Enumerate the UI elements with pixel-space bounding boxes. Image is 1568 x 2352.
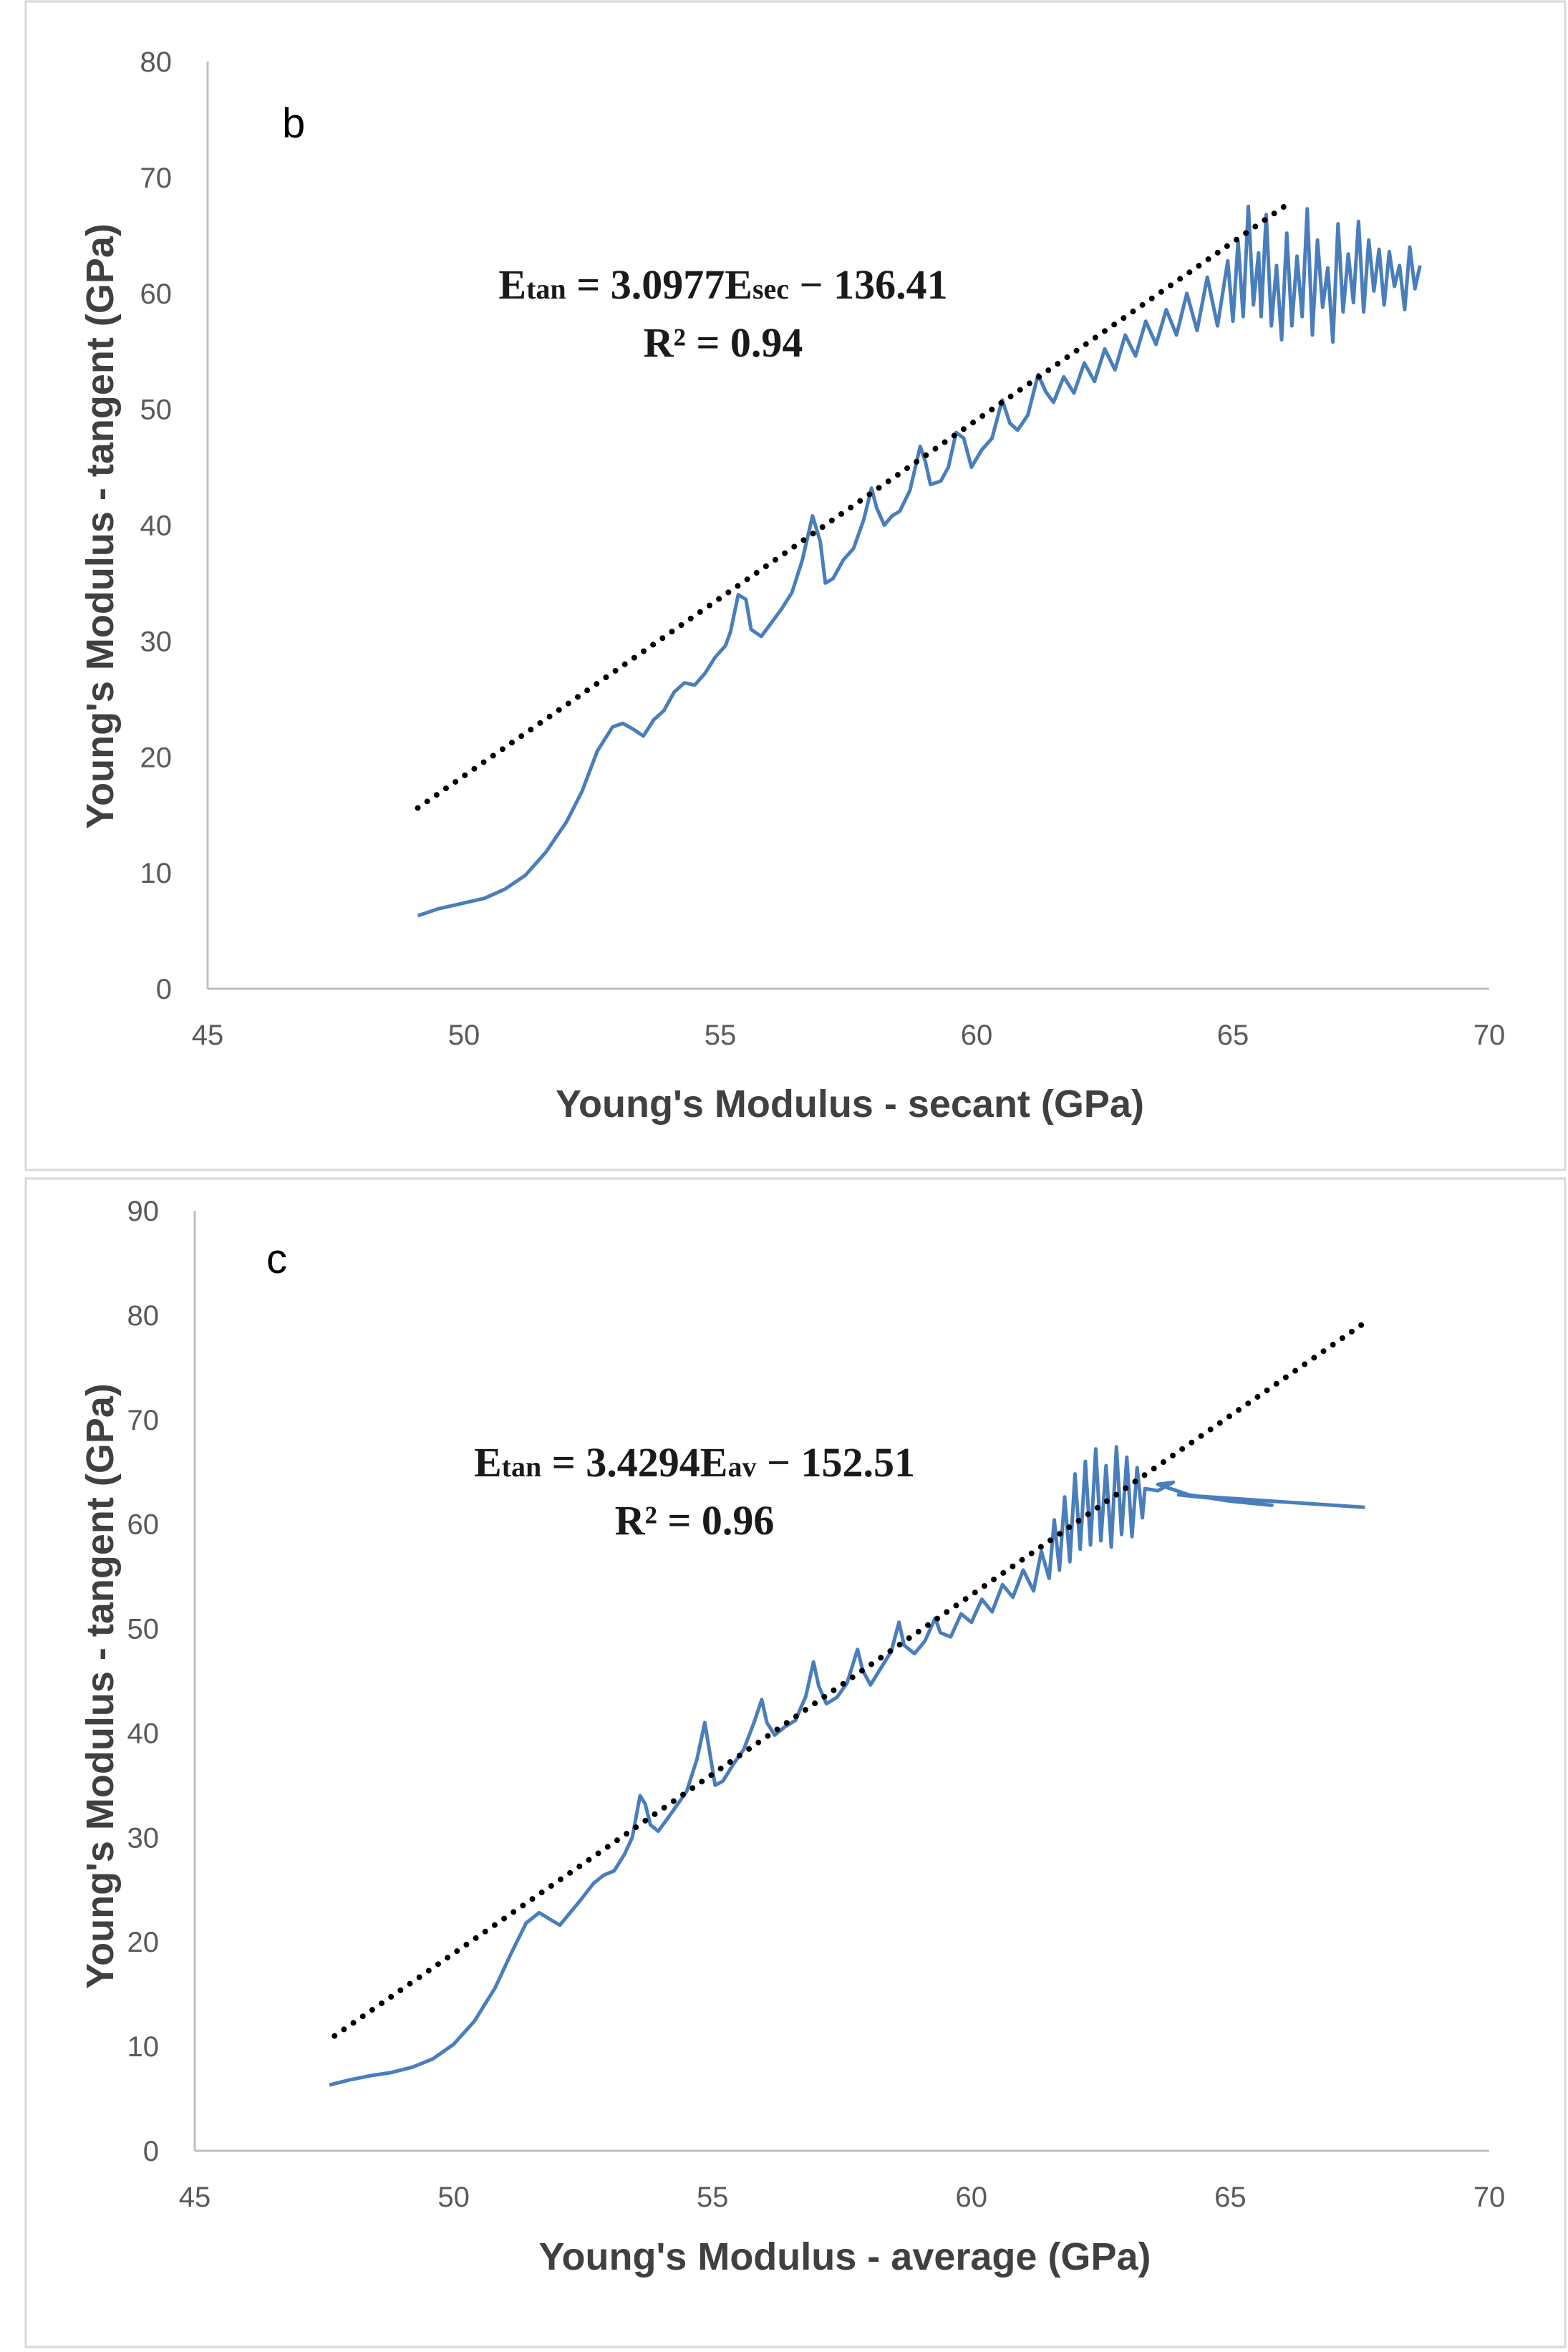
chart-c-ticks: 0 10 20 30 40 50 60 70 80 90 45 50 55 60 65 70: [127, 1196, 1506, 2213]
chart-c-y-tick-label: 10: [127, 2031, 160, 2063]
chart-b-y-tick-label: 80: [140, 47, 173, 78]
chart-c-x-tick-label: 70: [1473, 2182, 1506, 2213]
chart-b-series-measured: [417, 204, 1422, 918]
chart-c-x-tick-label: 45: [179, 2182, 211, 2213]
chart-c-y-tick-label: 90: [127, 1196, 160, 1227]
chart-c-y-tick-label: 20: [127, 1927, 160, 1958]
chart-c-y-tick-label: 30: [127, 1822, 160, 1854]
chart-b-x-tick-label: 50: [448, 1020, 480, 1051]
chart-c-y-tick-label: 80: [127, 1300, 160, 1332]
chart-b-equation: Etan = 3.0977Esec − 136.41: [498, 261, 947, 308]
chart-b-x-tick-label: 55: [705, 1020, 737, 1051]
chart-c-panel-label: c: [266, 1236, 287, 1282]
chart-c-x-tick-label: 55: [697, 2182, 729, 2213]
chart-b-ticks: 0 10 20 30 40 50 60 70 80 45 50 55 60 65 70: [140, 47, 1506, 1051]
chart-c-series-measured: [329, 1445, 1365, 2087]
chart-c-equation: Etan = 3.4294Eav − 152.51: [474, 1439, 915, 1486]
chart-c-y-tick-label: 60: [127, 1509, 160, 1541]
chart-b-y-tick-label: 60: [140, 279, 173, 310]
chart-c-x-tick-label: 50: [437, 2182, 470, 2213]
chart-b-trendline: [415, 200, 1292, 811]
chart-b: 0 10 20 30 40 50 60 70 80 45 50 55 60 65 70 b Etan = 3…: [79, 47, 1505, 1126]
chart-c-frame: [24, 1177, 1567, 2348]
chart-b-xlabel: Young's Modulus - secant (GPa): [556, 1083, 1144, 1126]
chart-b-y-tick-label: 0: [156, 974, 172, 1005]
chart-b-x-tick-label: 65: [1217, 1020, 1249, 1051]
chart-c-axes: [193, 1211, 1489, 2152]
chart-c-y-tick-label: 50: [127, 1614, 160, 1645]
chart-c: 0 10 20 30 40 50 60 70 80 90 45 50 55 60 65 70 c Etan =…: [79, 1196, 1505, 2278]
chart-b-x-tick-label: 70: [1473, 1020, 1506, 1051]
chart-b-ylabel: Young's Modulus - tangent (GPa): [79, 223, 122, 829]
chart-b-panel-label: b: [282, 100, 305, 147]
chart-c-y-tick-label: 70: [127, 1405, 160, 1436]
chart-b-x-tick-label: 60: [961, 1020, 993, 1051]
chart-b-y-tick-label: 30: [140, 626, 173, 657]
chart-c-y-tick-label: 40: [127, 1718, 160, 1749]
chart-c-ylabel: Young's Modulus - tangent (GPa): [79, 1383, 122, 1989]
chart-b-y-tick-label: 40: [140, 510, 173, 542]
chart-c-x-tick-label: 60: [956, 2182, 988, 2213]
chart-b-x-tick-label: 45: [192, 1020, 224, 1051]
chart-b-y-tick-label: 10: [140, 858, 173, 889]
chart-b-r2: R² = 0.94: [644, 319, 803, 366]
chart-b-y-tick-label: 50: [140, 395, 173, 426]
chart-c-trendline: [331, 1320, 1368, 2039]
chart-b-y-tick-label: 20: [140, 742, 173, 773]
chart-c-xlabel: Young's Modulus - average (GPa): [539, 2235, 1151, 2278]
chart-c-x-tick-label: 65: [1214, 2182, 1247, 2213]
chart-b-y-tick-label: 70: [140, 163, 173, 194]
chart-c-y-tick-label: 0: [143, 2136, 159, 2167]
chart-c-r2: R² = 0.96: [615, 1497, 775, 1544]
chart-b-axes: [206, 62, 1489, 990]
chart-b-frame: [24, 0, 1567, 1171]
